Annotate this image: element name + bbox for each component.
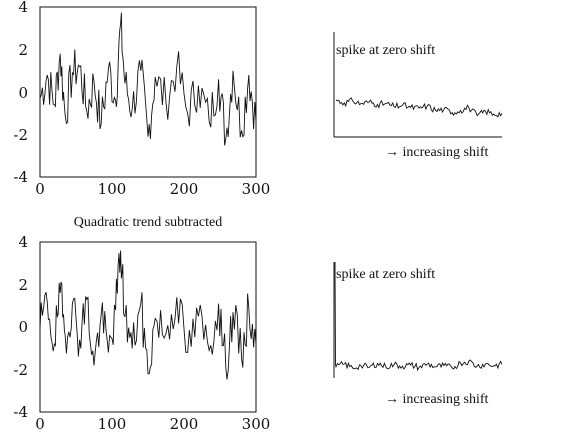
top-left-plot-frame [39, 6, 257, 178]
y-tick-label: -4 [13, 403, 28, 421]
shift-annotation: → increasing shift [385, 145, 489, 160]
y-tick-label: 0 [18, 318, 28, 336]
y-tick-label: 0 [18, 84, 28, 102]
y-tick-label: 4 [18, 233, 28, 251]
shift-annotation: → increasing shift [385, 392, 489, 407]
x-tick-label: 0 [35, 415, 45, 432]
y-tick-label: 2 [18, 276, 28, 294]
y-tick-label: 4 [18, 0, 28, 16]
top-right-series-line [335, 97, 503, 118]
x-tick-label: 100 [98, 415, 127, 432]
x-tick-label: 0 [35, 180, 45, 198]
spike-annotation: spike at zero shift [336, 43, 435, 58]
bottom-left-plot-frame [39, 241, 257, 413]
top-left-series-line [39, 12, 257, 146]
x-tick-label: 300 [242, 415, 271, 432]
bottom-right-series-line [334, 261, 503, 372]
x-tick-label: 200 [170, 180, 199, 198]
x-tick-label: 200 [170, 415, 199, 432]
top-right-chart: spike at zero shift → increasing shift [333, 32, 503, 160]
bottom-left-series-line [39, 250, 257, 380]
y-tick-label: -4 [13, 168, 28, 186]
y-tick-label: -2 [13, 361, 28, 379]
chart-title: Quadratic trend subtracted [74, 215, 223, 230]
x-tick-label: 300 [242, 180, 271, 198]
x-tick-label: 100 [98, 180, 127, 198]
y-tick-label: 2 [18, 41, 28, 59]
y-tick-label: -2 [13, 126, 28, 144]
bottom-right-chart: spike at zero shift → increasing shift [333, 261, 503, 407]
bottom-left-chart: Quadratic trend subtracted 4 2 0 -2 -4 0… [13, 215, 270, 432]
top-left-chart: 4 2 0 -2 -4 0 100 200 300 [13, 0, 270, 198]
spike-annotation: spike at zero shift [336, 267, 435, 282]
